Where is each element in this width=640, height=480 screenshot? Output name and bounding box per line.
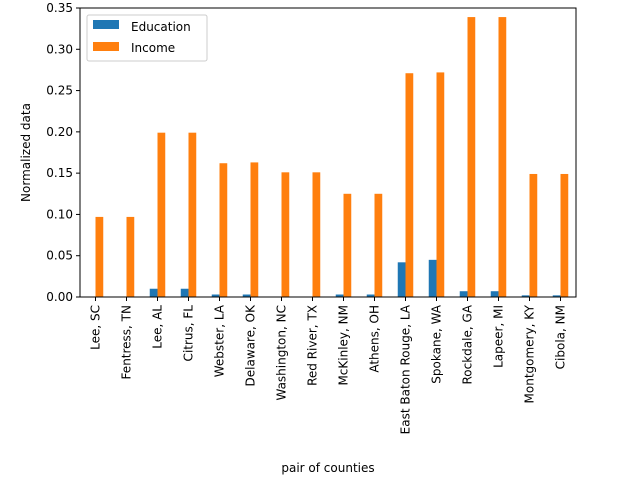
y-tick-label: 0.15 — [46, 166, 73, 180]
x-tick-label: Rockdale, GA — [461, 304, 475, 384]
x-tick-label: Fentress, TN — [120, 305, 134, 379]
bars-group — [95, 17, 569, 298]
bar-education-10 — [397, 262, 406, 297]
bar-income-1 — [126, 216, 135, 297]
bar-income-3 — [188, 132, 197, 297]
y-tick-label: 0.30 — [46, 42, 73, 56]
bar-education-9 — [366, 294, 375, 297]
y-axis-ticks: 0.00 0.05 0.10 0.15 0.20 0.25 0.30 0.35 — [46, 1, 80, 304]
legend-label-education: Education — [131, 20, 191, 34]
x-axis-label: pair of counties — [281, 461, 374, 475]
x-tick-label: Montgomery, KY — [523, 304, 537, 403]
bar-education-12 — [459, 291, 468, 297]
y-tick-label: 0.25 — [46, 84, 73, 98]
x-tick-label: Delaware, OK — [244, 304, 258, 387]
bar-education-5 — [242, 294, 251, 297]
bar-income-11 — [436, 72, 445, 297]
bar-income-12 — [467, 17, 476, 298]
y-tick-label: 0.05 — [46, 249, 73, 263]
x-tick-label: East Baton Rouge, LA — [399, 304, 413, 434]
y-axis-label: Normalized data — [19, 103, 33, 202]
bar-income-15 — [560, 173, 569, 297]
bar-income-13 — [498, 17, 507, 298]
legend: Education Income — [86, 14, 208, 62]
y-tick-label: 0.20 — [46, 125, 73, 139]
bar-education-13 — [490, 291, 499, 297]
y-tick-label: 0.00 — [46, 290, 73, 304]
bar-income-4 — [219, 163, 228, 297]
x-tick-label: Webster, LA — [213, 304, 227, 377]
bar-income-2 — [157, 132, 166, 297]
bar-education-15 — [552, 295, 561, 297]
legend-swatch-education — [93, 20, 119, 29]
bar-income-8 — [343, 193, 352, 297]
bar-income-0 — [95, 216, 104, 297]
x-tick-label: Red River, TX — [306, 305, 320, 386]
x-tick-label: Washington, NC — [275, 305, 289, 401]
bar-income-5 — [250, 162, 259, 297]
x-tick-label: Citrus, FL — [182, 305, 196, 362]
x-tick-label: Spokane, WA — [430, 304, 444, 383]
y-tick-label: 0.35 — [46, 1, 73, 15]
bar-income-14 — [529, 173, 538, 297]
bar-education-4 — [211, 294, 220, 297]
x-tick-label: McKinley, NM — [337, 305, 351, 386]
bar-income-10 — [405, 73, 414, 297]
x-tick-label: Lapeer, MI — [492, 305, 506, 368]
bar-education-2 — [149, 288, 158, 297]
bar-income-6 — [281, 172, 290, 297]
plot-frame — [79, 7, 577, 298]
y-tick-label: 0.10 — [46, 207, 73, 221]
legend-swatch-income — [93, 42, 119, 51]
legend-label-income: Income — [131, 41, 175, 55]
bar-education-11 — [428, 259, 437, 297]
x-axis-ticks: Lee, SC Fentress, TN Lee, AL Citrus, FL Webs… — [89, 297, 568, 434]
bar-education-14 — [521, 295, 530, 297]
x-tick-label: Athens, OH — [368, 305, 382, 373]
bar-education-8 — [335, 294, 344, 297]
bar-income-9 — [374, 193, 383, 297]
bar-income-7 — [312, 172, 321, 297]
bar-education-3 — [180, 288, 189, 297]
x-tick-label: Cibola, NM — [554, 305, 568, 369]
x-tick-label: Lee, AL — [151, 305, 165, 349]
x-tick-label: Lee, SC — [89, 305, 103, 350]
